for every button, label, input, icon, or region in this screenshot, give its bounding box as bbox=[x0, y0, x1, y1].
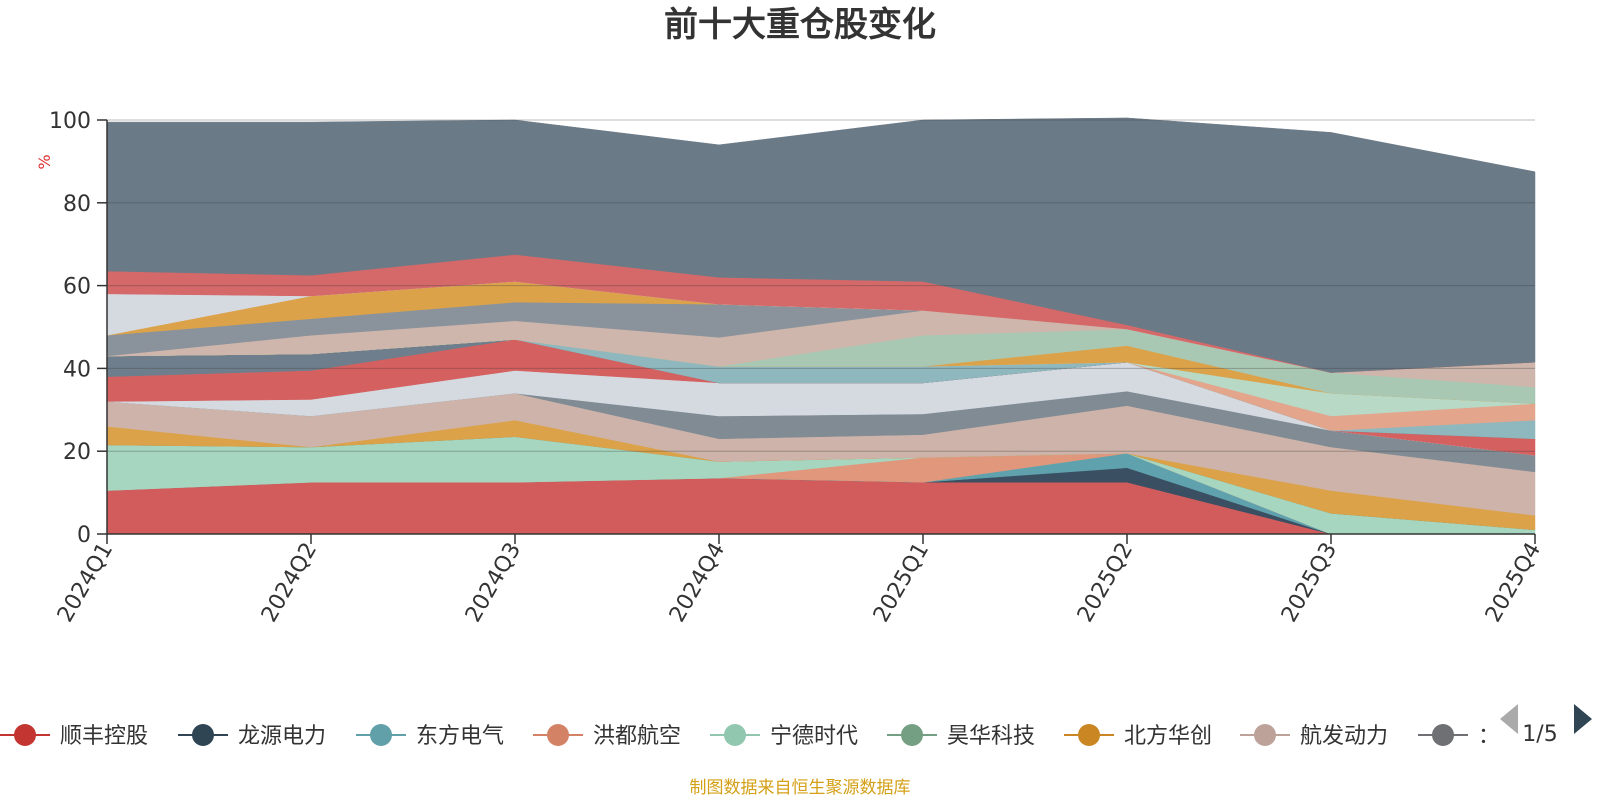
x-tick-label: 2025Q2 bbox=[1073, 539, 1138, 627]
x-tick-label: 2025Q1 bbox=[869, 539, 934, 627]
legend-marker bbox=[192, 724, 214, 746]
source-note: 制图数据来自恒生聚源数据库 bbox=[690, 778, 911, 798]
y-tick-label: 20 bbox=[63, 440, 91, 465]
y-tick-label: 100 bbox=[49, 109, 91, 134]
y-axis-unit: % bbox=[35, 154, 54, 169]
x-tick-label: 2025Q4 bbox=[1481, 539, 1546, 627]
plot-area bbox=[106, 117, 1536, 535]
legend-marker bbox=[901, 724, 923, 746]
y-tick-label: 60 bbox=[63, 275, 91, 300]
gridlines bbox=[107, 119, 1535, 452]
legend-label: 东方电气 bbox=[416, 724, 504, 749]
legend-label: 航发动力 bbox=[1300, 724, 1388, 749]
legend-marker bbox=[1254, 724, 1276, 746]
area-series-23 bbox=[106, 117, 1536, 373]
legend-item[interactable]: 顺丰控股 bbox=[0, 724, 148, 749]
legend-marker bbox=[14, 724, 36, 746]
pager-label: 1/5 bbox=[1522, 722, 1557, 747]
legend-label: 顺丰控股 bbox=[60, 724, 148, 749]
legend-marker bbox=[724, 724, 746, 746]
legend: 顺丰控股 龙源电力 东方电气 洪都航空 宁德时代 昊华科技 北方华创 航发动力 ： bbox=[0, 724, 1500, 749]
legend-item[interactable]: 宁德时代 bbox=[710, 724, 858, 749]
legend-item[interactable]: 北方华创 bbox=[1064, 724, 1212, 749]
legend-label: ： bbox=[1478, 724, 1500, 749]
legend-item[interactable]: 昊华科技 bbox=[887, 724, 1035, 749]
legend-item[interactable]: 龙源电力 bbox=[178, 724, 326, 749]
legend-item[interactable]: 东方电气 bbox=[356, 724, 504, 749]
x-tick-label: 2024Q3 bbox=[461, 539, 526, 627]
legend-label: 北方华创 bbox=[1124, 724, 1212, 749]
legend-label: 宁德时代 bbox=[770, 724, 858, 749]
legend-label: 洪都航空 bbox=[593, 724, 681, 749]
legend-marker bbox=[547, 724, 569, 746]
y-tick-label: 0 bbox=[77, 523, 91, 548]
y-tick-label: 40 bbox=[63, 357, 91, 382]
x-tick-label: 2024Q1 bbox=[53, 539, 118, 627]
legend-item[interactable]: 航发动力 bbox=[1240, 724, 1388, 749]
chart-title: 前十大重仓股变化 bbox=[664, 5, 936, 45]
legend-marker bbox=[370, 724, 392, 746]
legend-marker bbox=[1078, 724, 1100, 746]
legend-item[interactable]: ： bbox=[1418, 724, 1500, 749]
legend-label: 昊华科技 bbox=[947, 724, 1035, 749]
pager-prev-icon[interactable] bbox=[1500, 704, 1518, 734]
pager-next-icon[interactable] bbox=[1574, 704, 1592, 734]
y-tick-label: 80 bbox=[63, 192, 91, 217]
legend-label: 龙源电力 bbox=[238, 724, 326, 749]
legend-marker bbox=[1432, 724, 1454, 746]
x-tick-label: 2025Q3 bbox=[1277, 539, 1342, 627]
x-tick-label: 2024Q2 bbox=[257, 539, 322, 627]
legend-item[interactable]: 洪都航空 bbox=[533, 724, 681, 749]
x-tick-label: 2024Q4 bbox=[665, 539, 730, 627]
legend-pager: 1/5 bbox=[1500, 704, 1592, 747]
